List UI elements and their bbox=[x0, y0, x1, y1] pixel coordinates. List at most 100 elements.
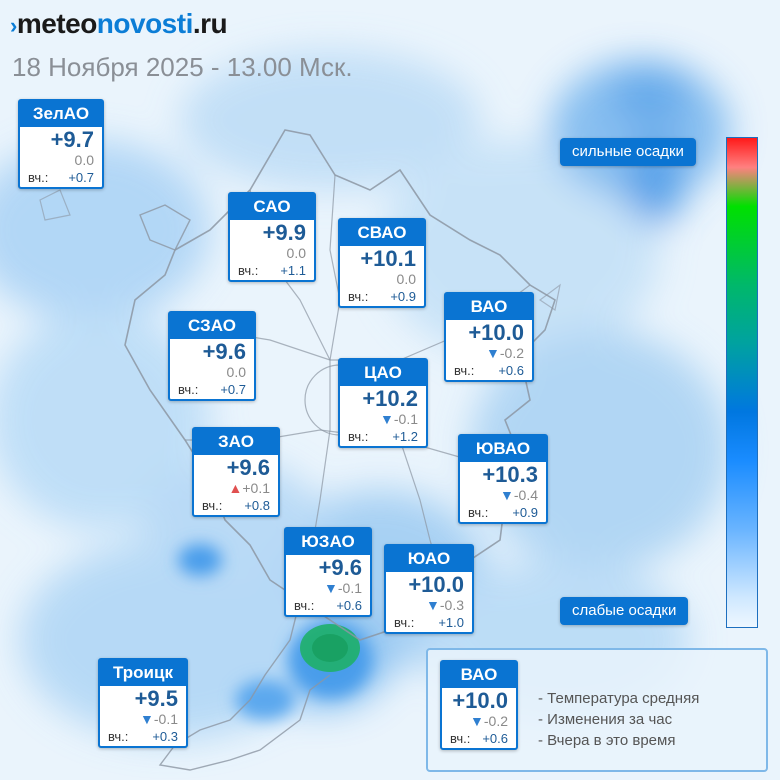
yesterday-value: +0.9 bbox=[390, 289, 416, 304]
yesterday-label: вч.: bbox=[294, 598, 315, 613]
yesterday-label: вч.: bbox=[394, 615, 415, 630]
yesterday-label: вч.: bbox=[450, 731, 471, 746]
district-temperature: +9.7 bbox=[50, 127, 94, 152]
district-yesterday: вч.: +0.8 bbox=[194, 497, 278, 515]
yesterday-label: вч.: bbox=[348, 289, 369, 304]
yesterday-label: вч.: bbox=[108, 729, 129, 744]
district-hourly-change: ▼-0.4 bbox=[500, 487, 538, 503]
yesterday-value: +1.0 bbox=[438, 615, 464, 630]
district-card-svao: СВАО +10.1 0.0 вч.: +0.9 bbox=[338, 218, 426, 308]
legend-item-hourly-change: - Изменения за час bbox=[538, 711, 673, 728]
district-temperature: +10.3 bbox=[482, 462, 538, 487]
district-temperature: +10.1 bbox=[360, 246, 416, 271]
site-logo[interactable]: ›meteonovosti.ru bbox=[10, 8, 228, 40]
district-yesterday: вч.: +0.6 bbox=[286, 597, 370, 615]
district-yesterday: вч.: +0.7 bbox=[20, 169, 102, 187]
legend-example-temp: +10.0 bbox=[452, 688, 508, 713]
district-name: ЮЗАО bbox=[286, 529, 370, 555]
trend-down-icon: ▼ bbox=[380, 411, 394, 427]
district-name: Троицк bbox=[100, 660, 186, 686]
district-card-sao: САО +9.9 0.0 вч.: +1.1 bbox=[228, 192, 316, 282]
yesterday-value: +0.6 bbox=[498, 363, 524, 378]
district-name: СЗАО bbox=[170, 313, 254, 339]
legend-item-yesterday: - Вчера в это время bbox=[538, 732, 676, 749]
district-card-cao: ЦАО +10.2 ▼-0.1 вч.: +1.2 bbox=[338, 358, 428, 448]
legend-example-change: ▼-0.2 bbox=[470, 713, 508, 729]
district-hourly-change: 0.0 bbox=[74, 152, 94, 168]
yesterday-label: вч.: bbox=[178, 382, 199, 397]
district-card-yuvao: ЮВАО +10.3 ▼-0.4 вч.: +0.9 bbox=[458, 434, 548, 524]
district-card-yuao: ЮАО +10.0 ▼-0.3 вч.: +1.0 bbox=[384, 544, 474, 634]
district-name: ЮВАО bbox=[460, 436, 546, 462]
yesterday-label: вч.: bbox=[454, 363, 475, 378]
district-yesterday: вч.: +0.9 bbox=[460, 504, 546, 522]
district-hourly-change: 0.0 bbox=[226, 364, 246, 380]
trend-down-icon: ▼ bbox=[500, 487, 514, 503]
district-name: ЦАО bbox=[340, 360, 426, 386]
legend-panel: ВАО +10.0 ▼-0.2 вч.: +0.6 - Температура с… bbox=[426, 648, 768, 772]
district-name: ВАО bbox=[446, 294, 532, 320]
district-yesterday: вч.: +1.0 bbox=[386, 614, 472, 632]
yesterday-value: +1.2 bbox=[392, 429, 418, 444]
yesterday-value: +0.7 bbox=[68, 170, 94, 185]
district-temperature: +9.5 bbox=[134, 686, 178, 711]
yesterday-value: +0.8 bbox=[244, 498, 270, 513]
forecast-datetime: 18 Ноября 2025 - 13.00 Мск. bbox=[12, 52, 353, 82]
district-yesterday: вч.: +1.1 bbox=[230, 262, 314, 280]
district-hourly-change: ▼-0.2 bbox=[486, 345, 524, 361]
district-temperature: +9.6 bbox=[318, 555, 362, 580]
yesterday-label: вч.: bbox=[238, 263, 259, 278]
district-card-zelao: ЗелАО +9.7 0.0 вч.: +0.7 bbox=[18, 99, 104, 189]
district-hourly-change: ▼-0.1 bbox=[380, 411, 418, 427]
legend-item-avg-temp: - Температура средняя bbox=[538, 690, 700, 707]
yesterday-label: вч.: bbox=[28, 170, 49, 185]
yesterday-label: вч.: bbox=[348, 429, 369, 444]
district-hourly-change: ▼-0.1 bbox=[140, 711, 178, 727]
district-card-zao: ЗАО +9.6 ▲+0.1 вч.: +0.8 bbox=[192, 427, 280, 517]
logo-mark: › bbox=[10, 13, 17, 38]
legend-example-card: ВАО +10.0 ▼-0.2 вч.: +0.6 bbox=[440, 660, 518, 750]
legend-items: - Температура средняя - Изменения за час… bbox=[538, 688, 699, 751]
district-hourly-change: 0.0 bbox=[286, 245, 306, 261]
district-hourly-change: ▼-0.3 bbox=[426, 597, 464, 613]
district-card-vao: ВАО +10.0 ▼-0.2 вч.: +0.6 bbox=[444, 292, 534, 382]
district-temperature: +9.9 bbox=[262, 220, 306, 245]
yesterday-value: +1.1 bbox=[280, 263, 306, 278]
district-temperature: +10.0 bbox=[468, 320, 524, 345]
district-name: ЗелАО bbox=[20, 101, 102, 127]
district-name: ЗАО bbox=[194, 429, 278, 455]
yesterday-label: вч.: bbox=[468, 505, 489, 520]
trend-down-icon: ▼ bbox=[486, 345, 500, 361]
district-temperature: +9.6 bbox=[202, 339, 246, 364]
yesterday-value: +0.7 bbox=[220, 382, 246, 397]
district-hourly-change: ▼-0.1 bbox=[324, 580, 362, 596]
district-card-szao: СЗАО +9.6 0.0 вч.: +0.7 bbox=[168, 311, 256, 401]
scale-top-label: сильные осадки bbox=[560, 138, 696, 166]
district-hourly-change: 0.0 bbox=[396, 271, 416, 287]
yesterday-value: +0.6 bbox=[336, 598, 362, 613]
logo-text-domain: .ru bbox=[192, 8, 228, 39]
district-yesterday: вч.: +0.7 bbox=[170, 381, 254, 399]
district-yesterday: вч.: +1.2 bbox=[340, 428, 426, 446]
district-temperature: +10.0 bbox=[408, 572, 464, 597]
trend-down-icon: ▼ bbox=[324, 580, 338, 596]
district-yesterday: вч.: +0.9 bbox=[340, 288, 424, 306]
district-yesterday: вч.: +0.3 bbox=[100, 728, 186, 746]
trend-down-icon: ▼ bbox=[470, 713, 484, 729]
yesterday-label: вч.: bbox=[202, 498, 223, 513]
scale-bottom-label: слабые осадки bbox=[560, 597, 689, 625]
district-temperature: +10.2 bbox=[362, 386, 418, 411]
logo-text-novosti: novosti bbox=[96, 8, 194, 39]
district-name: СВАО bbox=[340, 220, 424, 246]
district-yesterday: вч.: +0.6 bbox=[446, 362, 532, 380]
district-name: САО bbox=[230, 194, 314, 220]
yesterday-value: +0.3 bbox=[152, 729, 178, 744]
trend-down-icon: ▼ bbox=[426, 597, 440, 613]
legend-example-yesterday: вч.: +0.6 bbox=[450, 731, 508, 746]
district-name: ЮАО bbox=[386, 546, 472, 572]
trend-up-icon: ▲ bbox=[228, 480, 243, 496]
legend-example-name: ВАО bbox=[442, 662, 516, 688]
trend-down-icon: ▼ bbox=[140, 711, 154, 727]
precipitation-scale-bar bbox=[726, 137, 758, 628]
district-temperature: +9.6 bbox=[226, 455, 270, 480]
